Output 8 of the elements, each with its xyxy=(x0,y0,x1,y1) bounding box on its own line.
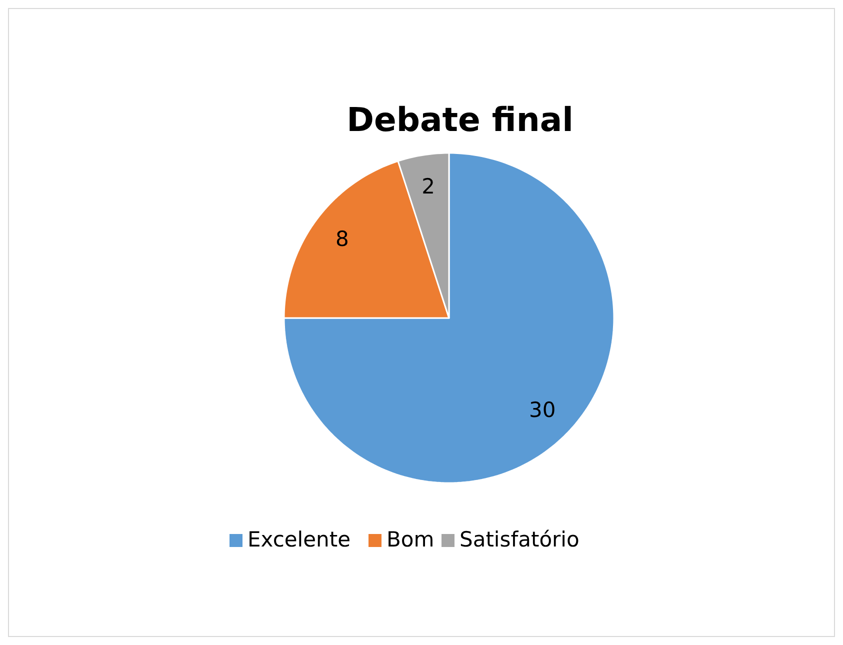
legend-label: Excelente xyxy=(248,528,351,552)
data-label: 8 xyxy=(336,227,349,252)
chart-title: Debate final xyxy=(346,100,574,139)
legend-label: Bom xyxy=(386,528,434,552)
legend-label: Satisfatório xyxy=(460,528,580,552)
data-label: 2 xyxy=(422,174,436,198)
pie-slice xyxy=(283,152,615,484)
data-label: 30 xyxy=(528,398,556,422)
